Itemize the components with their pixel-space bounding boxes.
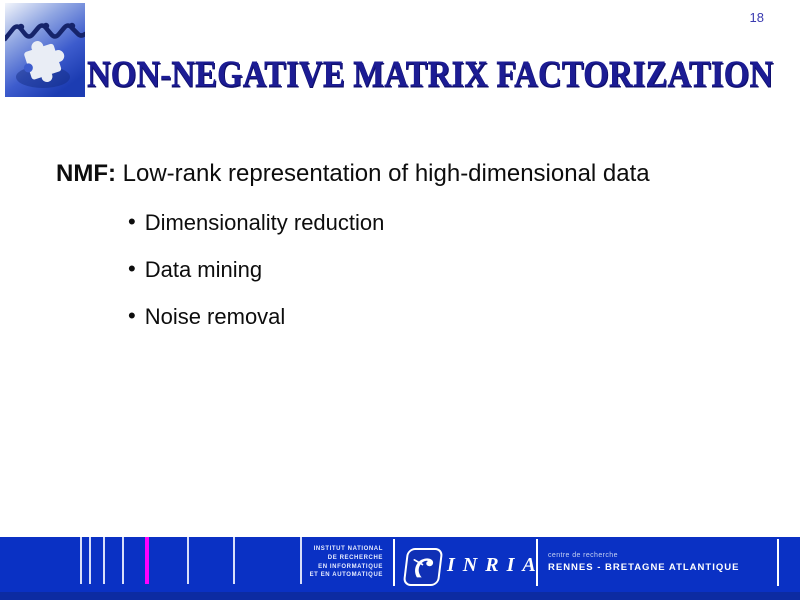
footer-tick — [122, 537, 124, 584]
inria-bird-icon — [402, 548, 444, 586]
lead-line: NMF: Low-rank representation of high-dim… — [56, 160, 650, 188]
bullet-text: Dimensionality reduction — [144, 210, 385, 235]
bullet-marker: • — [128, 303, 136, 328]
bullet-item: • Dimensionality reduction — [128, 209, 385, 236]
bullet-text: Data mining — [144, 257, 263, 282]
institute-line: EN INFORMATIQUE — [318, 563, 383, 570]
footer-accent-tick — [145, 537, 149, 584]
footer-tick — [233, 537, 235, 584]
institute-line: INSTITUT NATIONAL — [313, 546, 383, 552]
bullet-marker: • — [128, 256, 136, 281]
puzzle-logo-icon — [2, 3, 88, 97]
inria-wordmark: INRIA — [447, 554, 544, 576]
institute-line: DE RECHERCHE — [327, 554, 383, 561]
footer-bar: INSTITUT NATIONAL DE RECHERCHE EN INFORM… — [0, 537, 800, 600]
page-number: 18 — [749, 10, 764, 25]
footer-divider — [777, 539, 779, 586]
bullet-text: Noise removal — [144, 304, 286, 329]
footer-tick — [187, 537, 189, 584]
bullet-marker: • — [128, 209, 136, 234]
centre-block: centre de recherche RENNES - BRETAGNE AT… — [548, 552, 739, 573]
centre-name: RENNES - BRETAGNE ATLANTIQUE — [548, 562, 740, 573]
centre-label: centre de recherche — [548, 552, 618, 559]
footer-tick — [300, 537, 302, 584]
footer-divider — [536, 539, 538, 586]
puzzle-photo-graphic — [2, 3, 88, 97]
footer-divider — [393, 539, 395, 586]
footer-tick — [80, 537, 82, 584]
lead-term: NMF: — [56, 160, 116, 187]
footer-bottom-shade — [0, 592, 800, 600]
inria-bird-graphic — [413, 558, 434, 578]
institute-line: ET EN AUTOMATIQUE — [309, 572, 383, 579]
institute-text-block: INSTITUT NATIONAL DE RECHERCHE EN INFORM… — [310, 545, 383, 580]
footer-tick — [103, 537, 105, 584]
slide-title: NON-NEGATIVE MATRIX FACTORIZATION — [86, 54, 774, 95]
bullet-item: • Data mining — [128, 256, 263, 283]
lead-text: Low-rank representation of high-dimensio… — [122, 160, 650, 187]
footer-tick — [89, 537, 91, 584]
bullet-item: • Noise removal — [128, 303, 286, 330]
